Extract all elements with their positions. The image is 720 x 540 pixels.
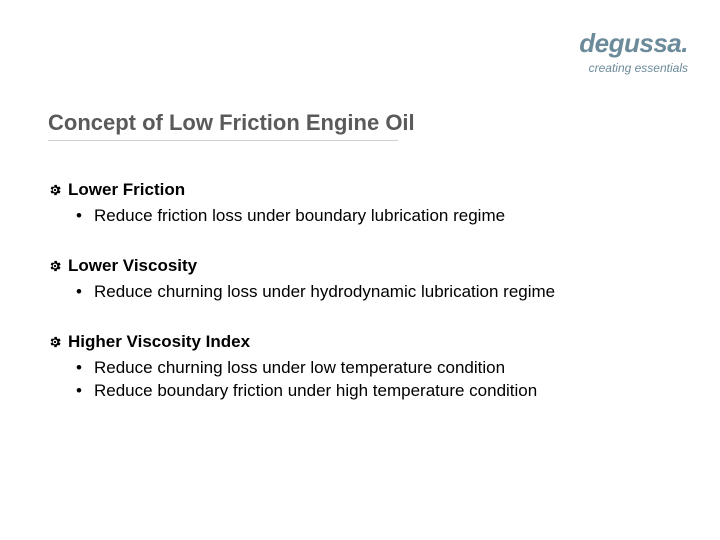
bullet-item: Reduce churning loss under low temperatu… bbox=[76, 356, 672, 380]
section-header: Lower Viscosity bbox=[48, 256, 672, 276]
bullet-item: Reduce friction loss under boundary lubr… bbox=[76, 204, 672, 228]
section-lower-viscosity: Lower Viscosity Reduce churning loss und… bbox=[48, 256, 672, 304]
title-underline bbox=[48, 140, 398, 141]
bullet-list: Reduce churning loss under hydrodynamic … bbox=[48, 280, 672, 304]
content-area: Lower Friction Reduce friction loss unde… bbox=[48, 180, 672, 431]
gear-icon bbox=[48, 259, 62, 273]
section-higher-viscosity-index: Higher Viscosity Index Reduce churning l… bbox=[48, 332, 672, 404]
logo-main-text: degussa. bbox=[579, 28, 688, 59]
section-title: Higher Viscosity Index bbox=[68, 332, 250, 352]
section-title: Lower Viscosity bbox=[68, 256, 197, 276]
slide-title: Concept of Low Friction Engine Oil bbox=[48, 110, 415, 136]
section-lower-friction: Lower Friction Reduce friction loss unde… bbox=[48, 180, 672, 228]
bullet-list: Reduce churning loss under low temperatu… bbox=[48, 356, 672, 404]
logo-tagline-text: creating essentials bbox=[579, 61, 688, 75]
section-title: Lower Friction bbox=[68, 180, 185, 200]
gear-icon bbox=[48, 335, 62, 349]
bullet-item: Reduce churning loss under hydrodynamic … bbox=[76, 280, 672, 304]
brand-logo: degussa. creating essentials bbox=[579, 28, 688, 75]
gear-icon bbox=[48, 183, 62, 197]
bullet-list: Reduce friction loss under boundary lubr… bbox=[48, 204, 672, 228]
bullet-item: Reduce boundary friction under high temp… bbox=[76, 379, 672, 403]
section-header: Higher Viscosity Index bbox=[48, 332, 672, 352]
section-header: Lower Friction bbox=[48, 180, 672, 200]
